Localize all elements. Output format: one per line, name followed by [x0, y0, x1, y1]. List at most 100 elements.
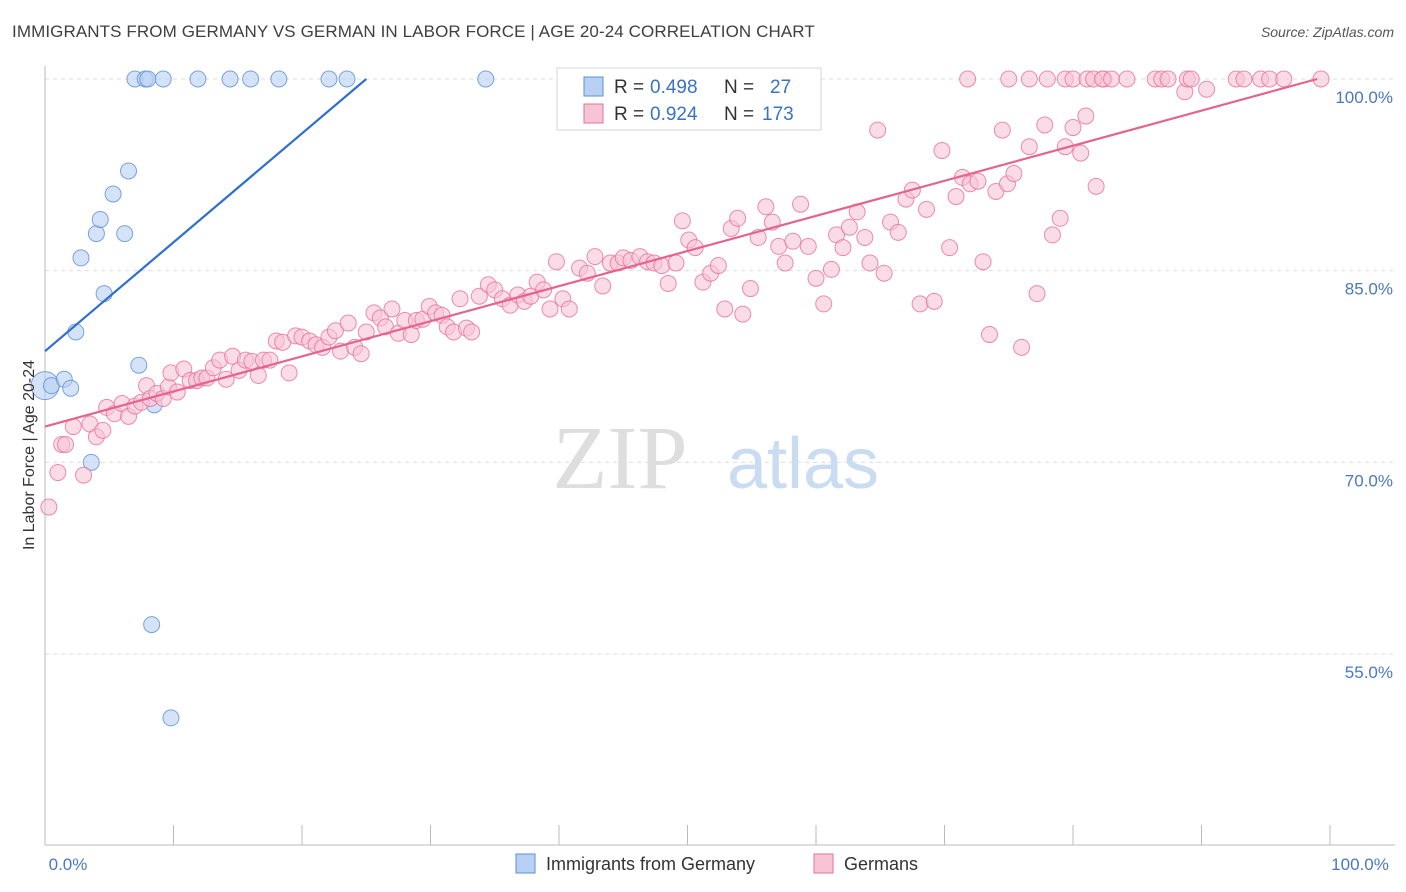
- y-tick-label: 55.0%: [1345, 663, 1393, 682]
- legend-swatch-pink: [583, 103, 604, 124]
- data-point-germany: [139, 70, 157, 88]
- data-point-germans: [807, 269, 825, 287]
- data-point-germans: [734, 305, 752, 323]
- legend-r-label-1: R =: [614, 77, 644, 98]
- data-point-germany: [162, 709, 180, 727]
- data-point-germans: [869, 121, 887, 139]
- data-point-germany: [120, 162, 138, 180]
- x-tick-label: 100.0%: [1331, 855, 1389, 874]
- data-point-germans: [1077, 107, 1095, 125]
- data-point-germans: [1235, 70, 1253, 88]
- data-point-germans: [352, 345, 370, 363]
- data-point-germany: [338, 70, 356, 88]
- data-point-germans: [969, 172, 987, 190]
- axes: [44, 66, 1395, 846]
- data-point-germans: [959, 70, 977, 88]
- data-point-germans: [1064, 119, 1082, 137]
- data-point-germans: [49, 464, 67, 482]
- data-point-germans: [861, 254, 879, 272]
- data-point-germans: [673, 212, 691, 230]
- data-point-germans: [770, 237, 788, 255]
- data-point-germans: [547, 253, 565, 271]
- bottom-legend-swatch-blue: [515, 853, 536, 874]
- data-point-germans: [1118, 70, 1136, 88]
- data-point-germans: [1198, 80, 1216, 98]
- data-point-germans: [383, 300, 401, 318]
- data-point-germans: [1013, 338, 1031, 356]
- data-point-germans: [326, 322, 344, 340]
- data-point-germans: [799, 237, 817, 255]
- data-point-germans: [729, 209, 747, 227]
- data-point-germans: [925, 292, 943, 310]
- data-point-germany: [91, 211, 109, 229]
- data-point-germans: [1072, 144, 1090, 162]
- data-point-germans: [889, 223, 907, 241]
- data-point-germans: [822, 260, 840, 278]
- data-point-germans: [716, 300, 734, 318]
- y-tick-label: 85.0%: [1345, 280, 1393, 299]
- watermark-zip: ZIP: [553, 409, 688, 508]
- legend-n-value-2: 173: [762, 104, 794, 125]
- y-tick-label: 100.0%: [1335, 88, 1393, 107]
- x-tick-label: 0.0%: [49, 855, 88, 874]
- data-point-germans: [541, 300, 559, 318]
- data-point-germans: [1087, 177, 1105, 195]
- data-point-germans: [1020, 70, 1038, 88]
- data-point-germans: [1000, 70, 1018, 88]
- data-point-germans: [594, 277, 612, 295]
- data-point-germans: [1028, 285, 1046, 303]
- data-point-germans: [776, 254, 794, 272]
- trend-lines: [44, 77, 1318, 428]
- data-point-germans: [280, 364, 298, 382]
- bottom-legend-swatch-pink: [813, 853, 834, 874]
- data-point-germans: [560, 300, 578, 318]
- bottom-legend: Immigrants from Germany Germans: [515, 853, 918, 874]
- data-point-germans: [586, 248, 604, 266]
- legend-n-label-2: N =: [724, 104, 754, 125]
- data-point-germans: [875, 264, 893, 282]
- trend-line-germans: [44, 77, 1318, 428]
- data-point-germans: [357, 323, 375, 341]
- data-point-germans: [709, 257, 727, 275]
- bottom-legend-label-pink: Germans: [844, 854, 918, 874]
- legend-r-label-2: R =: [614, 104, 644, 125]
- data-point-germans: [1051, 209, 1069, 227]
- data-point-germans: [451, 290, 469, 308]
- data-point-germany: [477, 70, 495, 88]
- data-point-germans: [1020, 138, 1038, 156]
- watermark: ZIP atlas: [553, 409, 880, 508]
- legend-swatch-blue: [583, 76, 604, 97]
- data-point-germany: [62, 379, 80, 397]
- data-point-germany: [87, 225, 105, 243]
- data-point-germans: [463, 323, 481, 341]
- data-point-germans: [834, 239, 852, 257]
- data-point-germany: [320, 70, 338, 88]
- data-point-germany: [104, 185, 122, 203]
- trend-line-germany: [44, 78, 367, 353]
- data-point-germans: [1043, 226, 1061, 244]
- legend-n-value-1: 27: [770, 77, 791, 98]
- data-point-germans: [470, 287, 488, 305]
- data-point-germans: [1005, 165, 1023, 183]
- data-point-germans: [993, 121, 1011, 139]
- y-tick-label: 70.0%: [1345, 471, 1393, 490]
- data-point-germans: [757, 198, 775, 216]
- data-point-germans: [918, 200, 936, 218]
- data-point-germans: [941, 239, 959, 257]
- data-point-germans: [1036, 116, 1054, 134]
- data-point-germans: [659, 274, 677, 292]
- legend-r-value-2: 0.924: [650, 104, 698, 125]
- data-point-germany: [270, 70, 288, 88]
- data-point-germans: [815, 295, 833, 313]
- data-point-germany: [242, 70, 260, 88]
- data-point-germany: [143, 616, 161, 634]
- legend: R = 0.498 N = 27 R = 0.924 N = 173: [556, 67, 822, 131]
- data-point-germany: [154, 70, 172, 88]
- data-points: [30, 70, 1330, 727]
- data-point-germans: [1159, 70, 1177, 88]
- data-point-germans: [94, 421, 112, 439]
- data-point-germans: [1182, 70, 1200, 88]
- data-point-germans: [947, 188, 965, 206]
- data-point-germans: [974, 253, 992, 271]
- data-point-germans: [1261, 70, 1279, 88]
